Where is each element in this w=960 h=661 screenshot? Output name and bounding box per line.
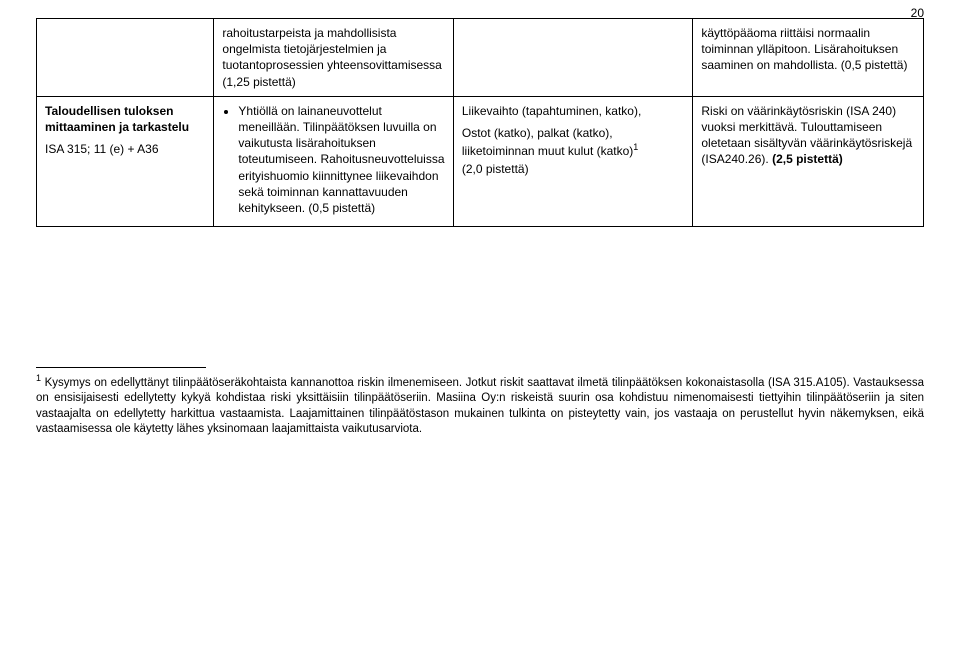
cell-r1c3 (453, 19, 692, 97)
cell-r1c4: käyttöpääoma riittäisi normaalin toiminn… (693, 19, 924, 97)
cell-r2c1: Taloudellisen tuloksen mittaaminen ja ta… (37, 96, 214, 226)
footnote-separator (36, 367, 206, 368)
cell-line: Liikevaihto (tapahtuminen, katko), (462, 103, 684, 119)
footnote-ref: 1 (633, 142, 638, 152)
cell-r1c1 (37, 19, 214, 97)
footnote-text: Kysymys on edellyttänyt tilinpäätöseräko… (36, 377, 924, 436)
footnote: 1 Kysymys on edellyttänyt tilinpäätöserä… (36, 372, 924, 438)
cell-r2c4: Riski on väärinkäytösriskin (ISA 240) vu… (693, 96, 924, 226)
page: 20 rahoitustarpeista ja mahdollisista on… (0, 0, 960, 458)
cell-r2c3: Liikevaihto (tapahtuminen, katko), Ostot… (453, 96, 692, 226)
cell-line: Ostot (katko), palkat (katko), liiketoim… (462, 125, 684, 159)
cell-r2c2: Yhtiöllä on lainaneuvottelut meneillään.… (214, 96, 453, 226)
list-item: Yhtiöllä on lainaneuvottelut meneillään.… (238, 103, 444, 216)
cell-text: Ostot (katko), palkat (katko), liiketoim… (462, 126, 633, 158)
bullet-list: Yhtiöllä on lainaneuvottelut meneillään.… (222, 103, 444, 216)
cell-score: (2,5 pistettä) (772, 152, 843, 166)
table-row: Taloudellisen tuloksen mittaaminen ja ta… (37, 96, 924, 226)
content-table: rahoitustarpeista ja mahdollisista ongel… (36, 18, 924, 227)
cell-ref: ISA 315; 11 (e) + A36 (45, 141, 205, 157)
cell-text: rahoitustarpeista ja mahdollisista ongel… (222, 26, 441, 89)
cell-text: Yhtiöllä on lainaneuvottelut meneillään.… (238, 104, 444, 215)
cell-heading: Taloudellisen tuloksen mittaaminen ja ta… (45, 103, 205, 135)
page-number: 20 (911, 6, 924, 20)
cell-r1c2: rahoitustarpeista ja mahdollisista ongel… (214, 19, 453, 97)
table-row: rahoitustarpeista ja mahdollisista ongel… (37, 19, 924, 97)
cell-text: käyttöpääoma riittäisi normaalin toiminn… (701, 26, 907, 72)
cell-line: (2,0 pistettä) (462, 161, 684, 177)
